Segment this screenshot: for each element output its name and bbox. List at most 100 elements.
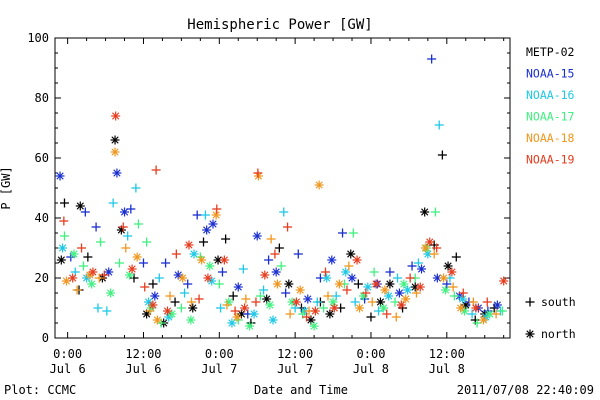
north-point: [415, 282, 425, 292]
north-point: [322, 273, 332, 283]
north-point: [401, 294, 411, 304]
south-point: [285, 309, 295, 319]
north-point: [417, 264, 427, 274]
north-point: [329, 303, 339, 313]
north-point: [363, 282, 373, 292]
x-tick-label-date: Jul 8: [429, 362, 465, 376]
south-point: [369, 267, 379, 277]
legend-entry: NOAA-15: [526, 67, 574, 81]
x-tick-label-time: 12:00: [429, 347, 465, 361]
north-point: [403, 285, 413, 295]
south-point: [251, 297, 261, 307]
north-point: [152, 315, 162, 325]
north-point: [111, 111, 121, 121]
north-point: [240, 303, 250, 313]
north-point: [213, 255, 223, 265]
north-point: [202, 225, 212, 235]
x-tick-label-time: 12:00: [277, 347, 313, 361]
north-point: [127, 264, 137, 274]
north-point: [197, 255, 207, 265]
south-point: [214, 279, 224, 289]
south-point: [482, 297, 492, 307]
north-point: [260, 270, 270, 280]
south-point: [102, 306, 112, 316]
x-tick-label-date: Jul 6: [50, 362, 86, 376]
north-point: [371, 279, 381, 289]
south-point: [338, 228, 348, 238]
south-point: [161, 258, 171, 268]
south-point: [361, 288, 371, 298]
north-point: [295, 285, 305, 295]
south-point: [497, 306, 507, 316]
south-point: [230, 306, 240, 316]
north-point: [441, 285, 451, 295]
south-point: [302, 312, 312, 322]
north-point: [205, 261, 215, 271]
south-point: [131, 183, 141, 193]
south-point: [99, 270, 109, 280]
north-point: [325, 309, 335, 319]
south-point: [413, 258, 423, 268]
south-point: [270, 249, 280, 259]
north-point: [219, 255, 229, 265]
south-point: [449, 291, 459, 301]
south-point: [320, 267, 330, 277]
north-point: [249, 309, 259, 319]
series-noaa-16: [58, 120, 506, 328]
south-point: [108, 198, 118, 208]
north-point: [310, 306, 320, 316]
north-point: [208, 219, 218, 229]
south-point: [350, 297, 360, 307]
south-point: [142, 237, 152, 247]
south-point: [312, 297, 322, 307]
south-point: [59, 216, 69, 226]
south-point: [259, 285, 269, 295]
south-point: [78, 261, 88, 271]
south-point: [77, 243, 87, 253]
south-point: [367, 297, 377, 307]
north-point: [184, 240, 194, 250]
legend-entry: NOAA-17: [526, 110, 575, 124]
south-point: [319, 303, 329, 313]
north-point: [110, 147, 120, 157]
south-point: [405, 273, 415, 283]
south-point: [154, 273, 164, 283]
south-point: [366, 312, 376, 322]
south-point: [374, 306, 384, 316]
x-tick-label-time: 0:00: [205, 347, 234, 361]
north-point: [303, 294, 313, 304]
south-point: [121, 243, 131, 253]
y-tick-label: 0: [42, 331, 49, 345]
legend-north-marker: [525, 329, 535, 339]
south-point: [148, 279, 158, 289]
north-point: [58, 243, 68, 253]
north-point: [379, 303, 389, 313]
south-point: [165, 291, 175, 301]
south-point: [123, 231, 133, 241]
south-point: [171, 249, 181, 259]
north-point: [492, 300, 502, 310]
north-point: [334, 279, 344, 289]
north-point: [188, 303, 198, 313]
north-point: [399, 279, 409, 289]
south-point: [217, 267, 227, 277]
north-point: [439, 273, 449, 283]
south-point: [437, 150, 447, 160]
south-point: [126, 204, 136, 214]
south-point: [212, 204, 222, 214]
x-tick-label-time: 0:00: [53, 347, 82, 361]
north-point: [420, 243, 430, 253]
north-point: [110, 135, 120, 145]
north-point: [189, 249, 199, 259]
north-point: [233, 282, 243, 292]
y-tick-label: 40: [35, 211, 49, 225]
north-point: [120, 207, 130, 217]
north-point: [56, 255, 66, 265]
south-point: [281, 288, 291, 298]
north-point: [284, 279, 294, 289]
south-point: [407, 261, 417, 271]
legend-south-marker: [525, 297, 535, 307]
legend-entry: NOAA-19: [526, 153, 575, 167]
south-point: [264, 255, 274, 265]
